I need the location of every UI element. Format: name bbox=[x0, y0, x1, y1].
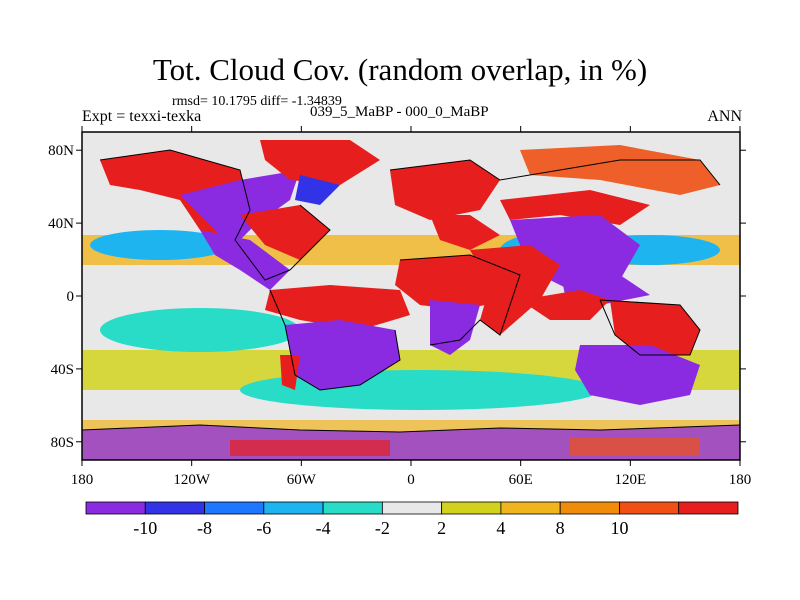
colorbar-label: -2 bbox=[375, 518, 390, 538]
colorbar-label: -8 bbox=[197, 518, 212, 538]
lon-tick-label: 0 bbox=[407, 472, 415, 488]
colorbar-swatch bbox=[619, 501, 680, 515]
colorbar-label: 8 bbox=[556, 518, 565, 538]
latitude-axis: 80N 40N 0 40S 80S bbox=[48, 143, 746, 451]
colorbar-label: -10 bbox=[133, 518, 157, 538]
colorbar-swatch bbox=[263, 501, 324, 515]
longitude-axis: 180 120W 60W 0 60E 120E 180 bbox=[71, 126, 752, 488]
colorbar-label: -4 bbox=[316, 518, 331, 538]
lon-tick-label: 60E bbox=[509, 472, 533, 488]
colorbar-swatch bbox=[441, 501, 502, 515]
colorbar: -10 -8 -6 -4 -2 2 4 8 10 bbox=[85, 501, 739, 538]
colorbar-label: 4 bbox=[496, 518, 505, 538]
experiment-label: Expt = texxi-texka bbox=[82, 108, 202, 125]
map-title: Tot. Cloud Cov. (random overlap, in %) bbox=[152, 52, 648, 87]
lat-tick-label: 40N bbox=[48, 216, 74, 232]
lon-tick-label: 180 bbox=[71, 472, 94, 488]
colorbar-swatch bbox=[204, 501, 265, 515]
colorbar-swatch bbox=[85, 501, 146, 515]
lon-tick-label: 120W bbox=[173, 472, 211, 488]
colorbar-swatch bbox=[381, 501, 443, 515]
colorbar-swatch bbox=[500, 501, 561, 515]
colorbar-label: 2 bbox=[437, 518, 446, 538]
colorbar-label: 10 bbox=[610, 518, 628, 538]
colorbar-swatch bbox=[678, 501, 739, 515]
lat-tick-label: 80S bbox=[51, 435, 74, 451]
lon-tick-label: 60W bbox=[287, 472, 317, 488]
lon-tick-label: 120E bbox=[614, 472, 646, 488]
lat-tick-label: 80N bbox=[48, 143, 74, 159]
colorbar-label: -6 bbox=[256, 518, 271, 538]
lat-tick-label: 40S bbox=[51, 362, 74, 378]
stats-text: rmsd= 10.1795 diff= -1.34839 bbox=[172, 94, 342, 109]
colorbar-swatch bbox=[144, 501, 205, 515]
colorbar-swatch bbox=[559, 501, 620, 515]
cloud-anomaly-field bbox=[82, 132, 740, 460]
season-label: ANN bbox=[707, 108, 742, 125]
period-label: 039_5_MaBP - 000_0_MaBP bbox=[310, 104, 489, 120]
lat-tick-label: 0 bbox=[67, 289, 75, 305]
lon-tick-label: 180 bbox=[729, 472, 752, 488]
colorbar-swatch bbox=[322, 501, 383, 515]
